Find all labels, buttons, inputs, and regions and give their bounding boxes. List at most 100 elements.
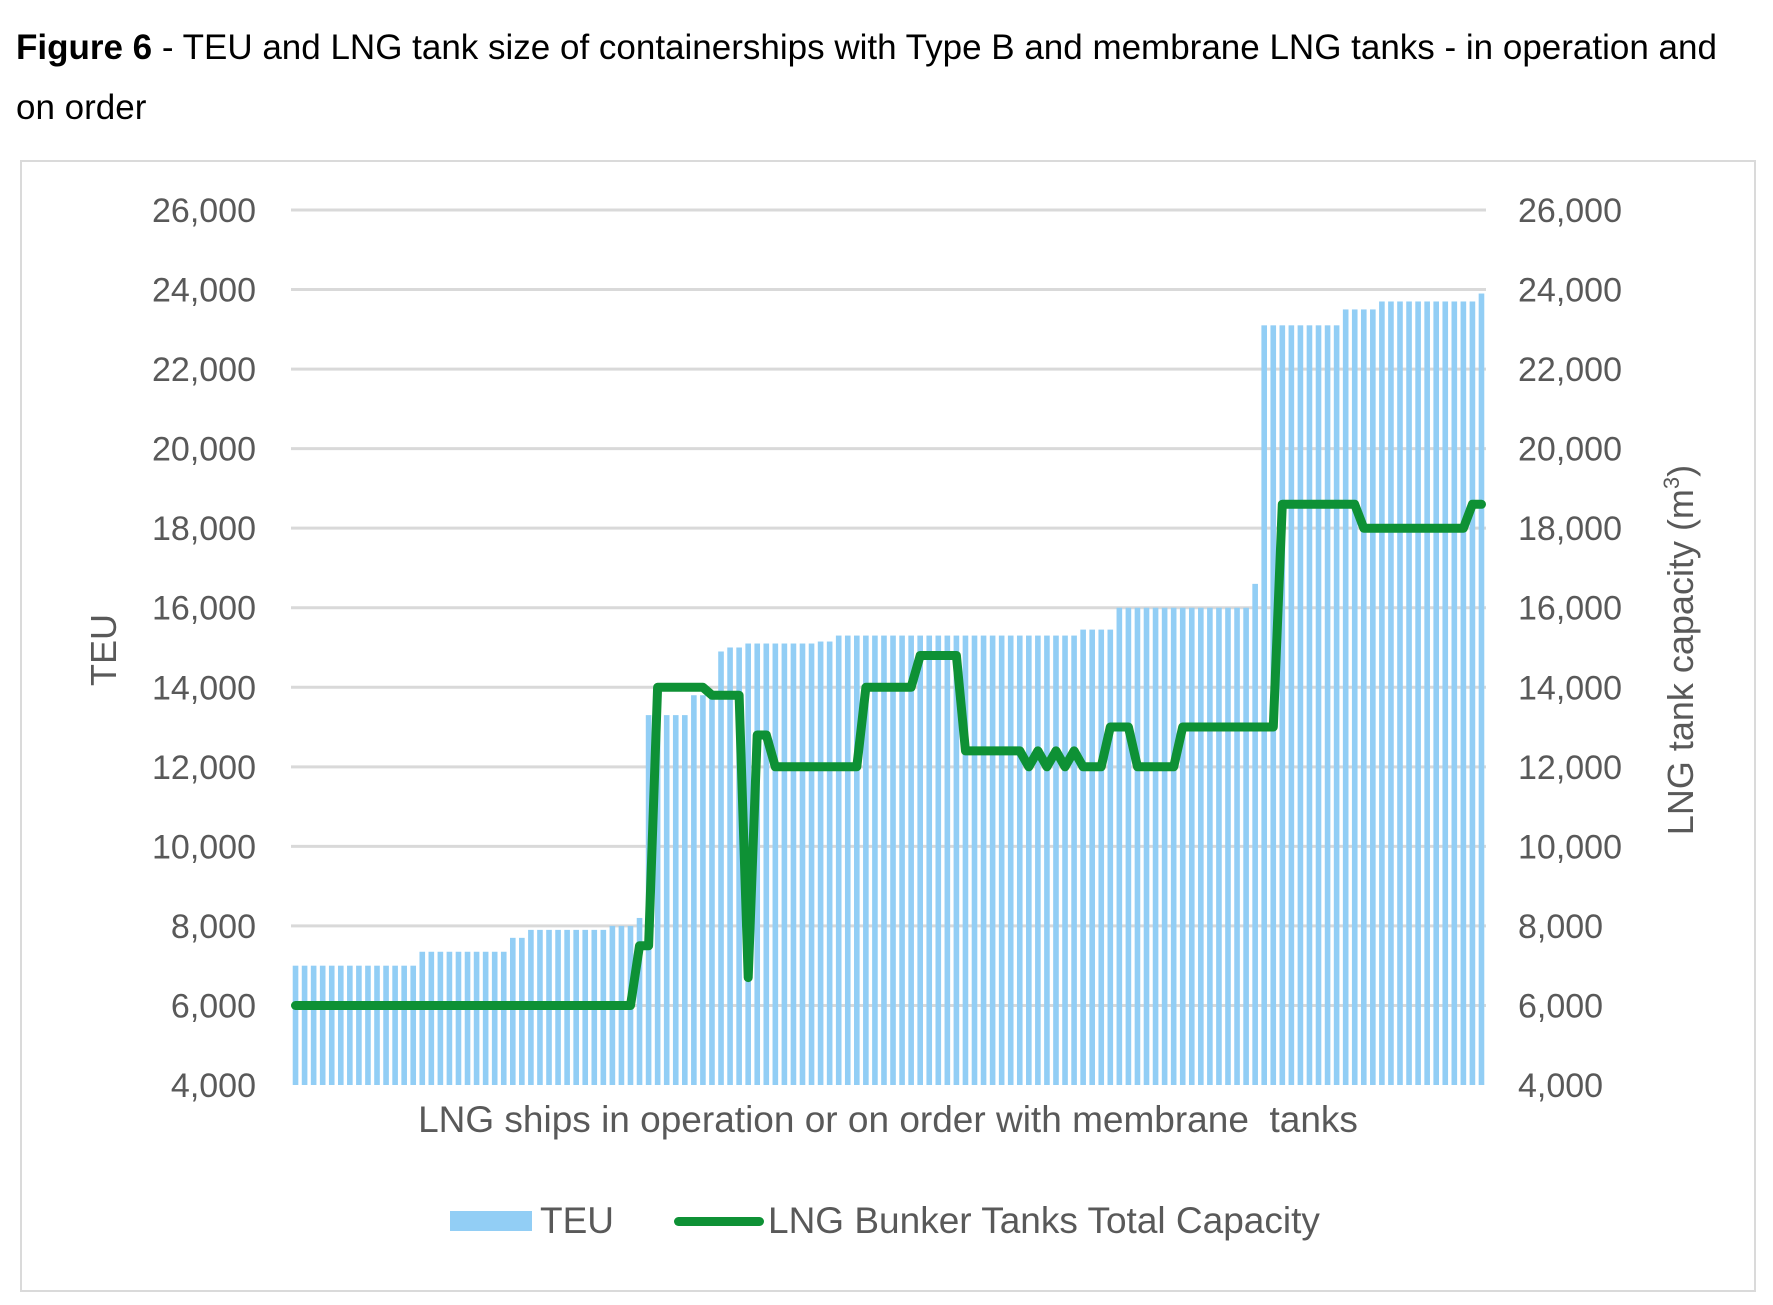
teu-bar <box>1370 309 1376 1085</box>
teu-bar <box>1125 607 1132 1085</box>
teu-bar <box>1007 635 1014 1085</box>
teu-bar <box>682 715 688 1085</box>
teu-bar <box>1098 629 1105 1085</box>
y-tick-left: 24,000 <box>152 272 256 310</box>
teu-bar <box>863 635 869 1085</box>
teu-bar <box>1306 325 1313 1085</box>
chart-frame <box>20 160 1756 1292</box>
teu-bar <box>1152 607 1159 1085</box>
teu-bar <box>1053 635 1059 1085</box>
figure-label: Figure 6 <box>16 28 153 67</box>
teu-bars <box>292 293 1485 1086</box>
teu-bar <box>1360 309 1367 1085</box>
teu-bar <box>1252 583 1258 1085</box>
teu-bar <box>1460 301 1467 1085</box>
teu-bar <box>455 951 462 1085</box>
y-tick-left: 16,000 <box>152 590 256 628</box>
teu-bar <box>500 951 507 1085</box>
teu-bar <box>1089 629 1095 1085</box>
teu-bar <box>826 641 833 1085</box>
teu-bar <box>718 651 724 1085</box>
y-tick-left: 10,000 <box>152 828 256 866</box>
teu-bar <box>1026 635 1032 1085</box>
teu-bar <box>347 965 353 1085</box>
teu-bar <box>881 635 887 1085</box>
teu-bar <box>319 965 326 1085</box>
teu-bar <box>817 641 824 1085</box>
teu-bar <box>428 951 435 1085</box>
teu-bar <box>1397 301 1403 1085</box>
teu-bar <box>799 643 806 1085</box>
y-axis-left-label: TEU <box>83 614 124 686</box>
teu-bar <box>328 965 335 1085</box>
teu-bar <box>772 643 779 1085</box>
teu-bar <box>383 965 389 1085</box>
teu-bar <box>890 635 896 1085</box>
teu-bar <box>1351 309 1358 1085</box>
teu-bar <box>781 643 788 1085</box>
teu-bar <box>1415 301 1421 1085</box>
teu-bar <box>1035 635 1041 1085</box>
teu-bar <box>1080 629 1086 1085</box>
teu-bar <box>1116 607 1123 1085</box>
teu-bar <box>301 965 308 1085</box>
teu-bar <box>392 965 398 1085</box>
teu-bar <box>691 695 697 1085</box>
teu-bar <box>1406 301 1412 1085</box>
teu-bar <box>989 635 996 1085</box>
teu-bar <box>356 965 362 1085</box>
teu-bar <box>1388 301 1394 1085</box>
y-axis-right-label: LNG tank capacity (m3) <box>1659 465 1701 835</box>
teu-bar <box>1469 301 1476 1085</box>
teu-bar <box>1207 607 1213 1085</box>
teu-bar <box>872 635 878 1085</box>
y-tick-right: 4,000 <box>1518 1067 1603 1105</box>
y-tick-right: 6,000 <box>1518 987 1603 1025</box>
y-tick-left: 12,000 <box>152 749 256 787</box>
lng-capacity-line <box>291 499 1486 1010</box>
teu-bar <box>519 937 525 1085</box>
teu-bar <box>1170 607 1177 1085</box>
teu-bar <box>835 635 842 1085</box>
y-tick-left: 18,000 <box>152 510 256 548</box>
y-tick-right: 24,000 <box>1518 272 1622 310</box>
teu-bar <box>374 965 380 1085</box>
teu-bar <box>1198 607 1204 1085</box>
teu-bar <box>337 965 344 1085</box>
teu-bar <box>1315 325 1322 1085</box>
teu-bar <box>899 635 905 1085</box>
teu-bar <box>1342 309 1349 1085</box>
teu-bar <box>808 643 815 1085</box>
y-tick-right: 26,000 <box>1518 192 1622 230</box>
teu-bar <box>310 965 317 1085</box>
teu-bar <box>509 937 516 1085</box>
teu-bar <box>1324 325 1331 1085</box>
figure-caption-text: - TEU and LNG tank size of containership… <box>16 28 1717 127</box>
lng-legend-label: LNG Bunker Tanks Total Capacity <box>768 1200 1320 1241</box>
y-tick-right: 20,000 <box>1518 431 1622 469</box>
teu-bar <box>971 635 978 1085</box>
teu-bar <box>419 951 426 1085</box>
y-tick-right: 18,000 <box>1518 510 1622 548</box>
teu-legend-label: TEU <box>540 1200 614 1241</box>
teu-bar <box>437 951 444 1085</box>
teu-bar <box>636 917 643 1085</box>
y-tick-right: 10,000 <box>1518 828 1622 866</box>
teu-bar <box>727 647 733 1085</box>
y-tick-left: 4,000 <box>171 1067 256 1105</box>
teu-bar <box>953 635 960 1085</box>
teu-bar <box>998 635 1005 1085</box>
teu-legend-swatch <box>450 1211 532 1231</box>
teu-bar <box>908 635 914 1085</box>
y-tick-right: 22,000 <box>1518 351 1622 389</box>
teu-bar <box>709 695 715 1085</box>
teu-bar <box>672 715 679 1085</box>
teu-bar <box>1333 325 1340 1085</box>
teu-bar <box>410 965 417 1085</box>
teu-bar <box>1234 607 1240 1085</box>
teu-bar <box>944 635 951 1085</box>
teu-bar <box>763 643 770 1085</box>
y-tick-left: 14,000 <box>152 669 256 707</box>
teu-bar <box>1442 301 1449 1085</box>
